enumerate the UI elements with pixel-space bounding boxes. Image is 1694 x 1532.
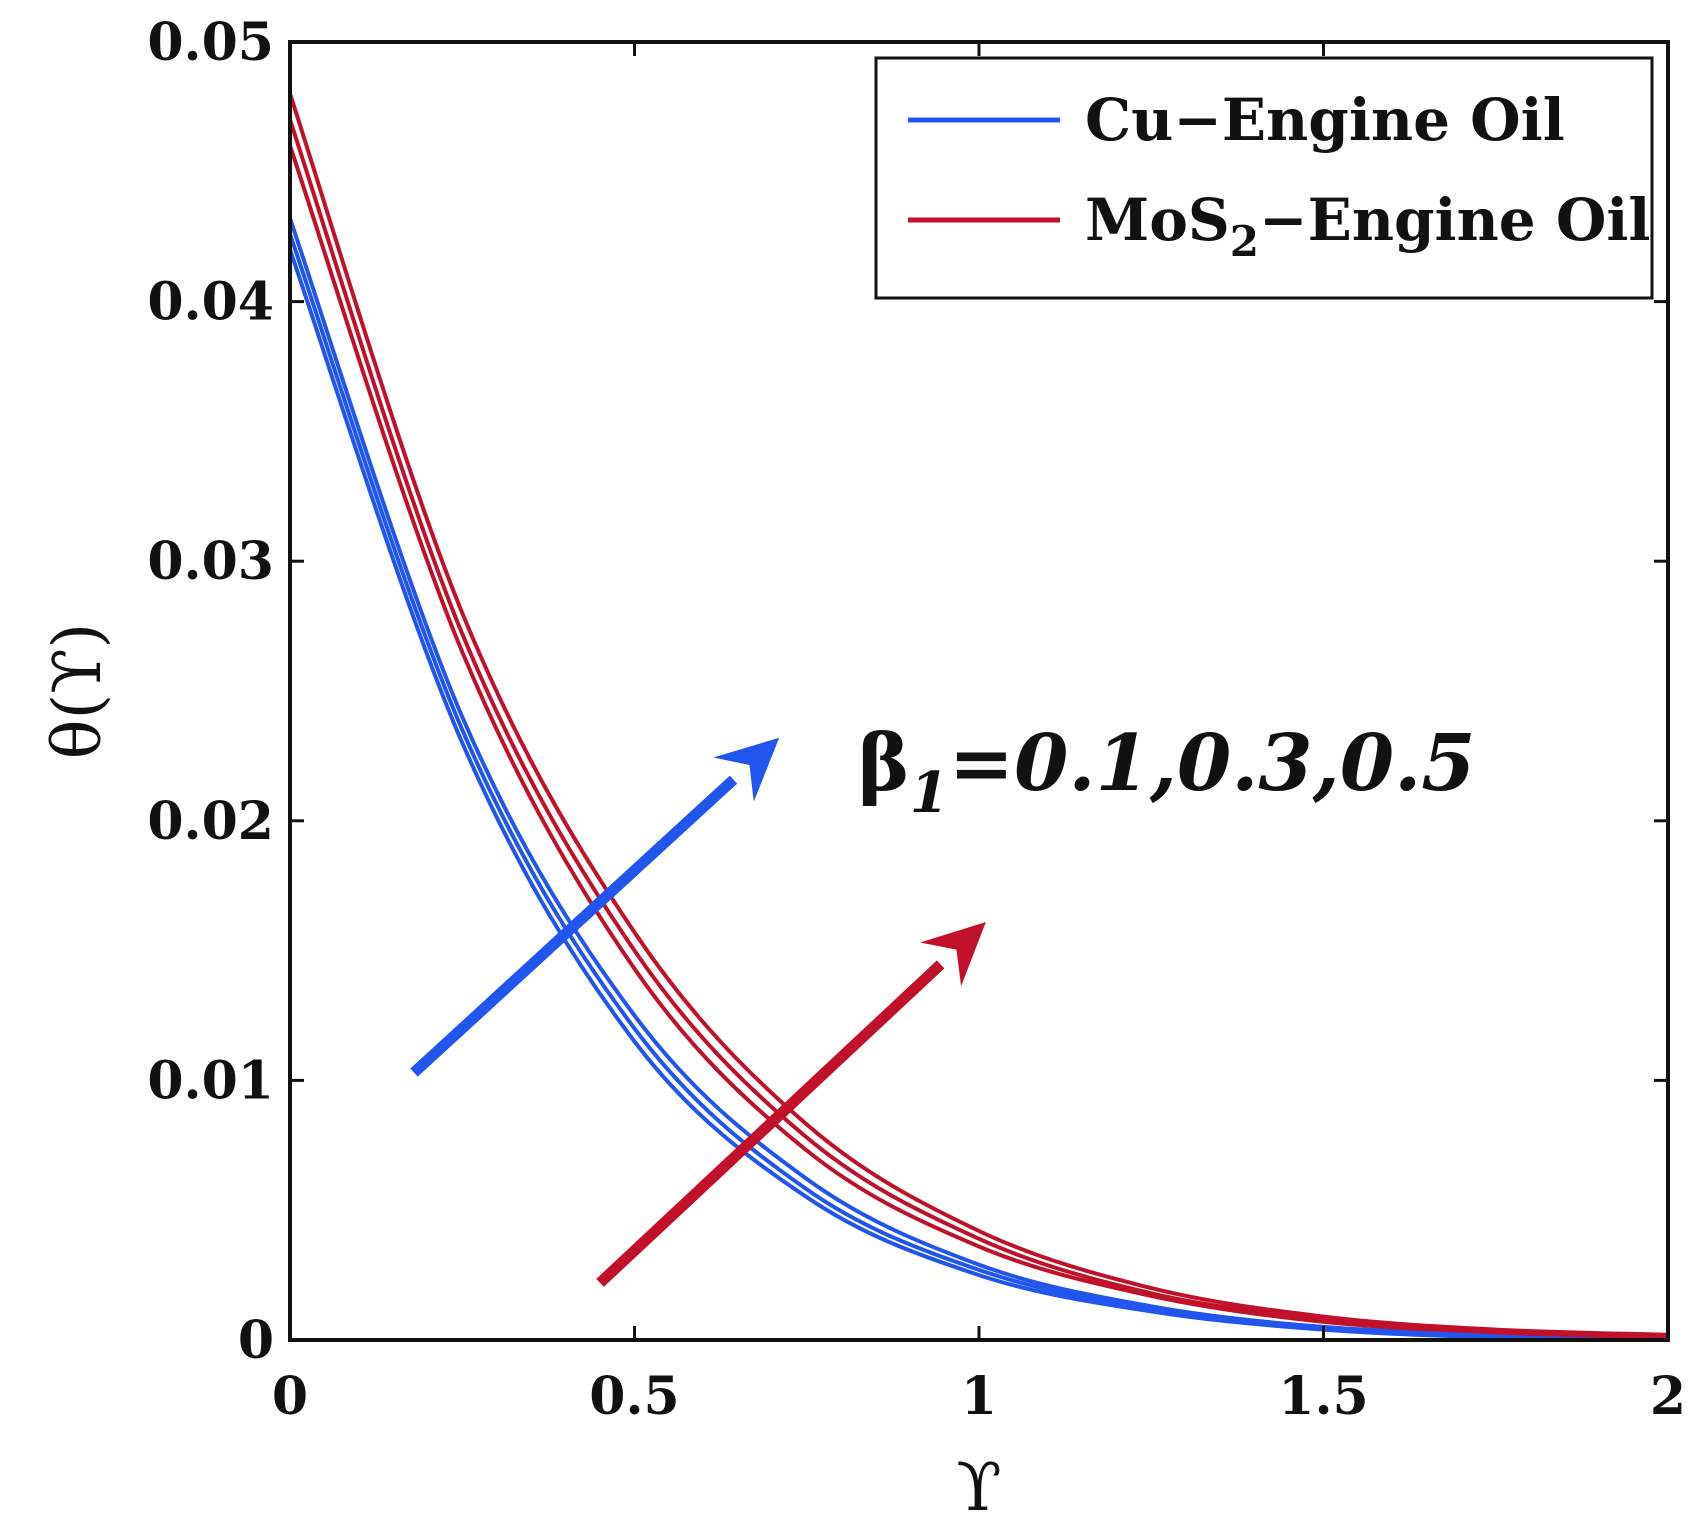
arrow-head-1 bbox=[920, 922, 986, 987]
arrow-head-0 bbox=[713, 737, 780, 802]
x-axis-title: ϒ bbox=[956, 1449, 1001, 1526]
y-tick-label: 0.02 bbox=[147, 791, 274, 852]
beta-values: =0.1,0.3,0.5 bbox=[949, 718, 1476, 809]
legend-label-mos2: MoS2−Engine Oil bbox=[1085, 186, 1650, 266]
x-tick-label: 1 bbox=[961, 1366, 997, 1427]
legend-label-mos2-main: MoS bbox=[1085, 186, 1230, 254]
beta-annotation: β1=0.1,0.3,0.5 bbox=[858, 718, 1476, 826]
curves-layer bbox=[288, 93, 1669, 1342]
legend-label-mos2-subscript: 2 bbox=[1230, 217, 1259, 266]
beta-symbol: β bbox=[858, 718, 910, 809]
y-tick-label: 0.03 bbox=[147, 531, 274, 592]
legend-label-cu: Cu−Engine Oil bbox=[1085, 86, 1565, 154]
x-tick-label: 0 bbox=[272, 1366, 308, 1427]
legend: Cu−Engine Oil MoS2−Engine Oil bbox=[874, 56, 1654, 300]
series-line-mos2-5 bbox=[288, 93, 1669, 1337]
x-tick-label: 0.5 bbox=[589, 1366, 679, 1427]
ticks-layer bbox=[288, 40, 1670, 1342]
beta-subscript: 1 bbox=[910, 760, 949, 826]
y-axis-title: θ(ϒ) bbox=[39, 623, 116, 760]
arrow-shaft-1 bbox=[596, 960, 945, 1287]
arrows-layer bbox=[410, 737, 986, 1287]
arrow-shaft-0 bbox=[410, 775, 738, 1077]
x-tick-label: 1.5 bbox=[1278, 1366, 1368, 1427]
legend-box bbox=[874, 56, 1654, 300]
series-line-cu-2 bbox=[288, 217, 1669, 1340]
tick-labels-layer: 0 0.5 1 1.5 2 0 0.01 0.02 0.03 0.04 0.05 bbox=[147, 12, 1686, 1427]
series-line-cu-0 bbox=[288, 249, 1669, 1342]
y-tick-label: 0 bbox=[238, 1310, 274, 1371]
series-line-mos2-4 bbox=[288, 119, 1669, 1340]
x-tick-label: 2 bbox=[1650, 1366, 1686, 1427]
y-tick-label: 0.04 bbox=[147, 272, 274, 333]
y-tick-label: 0.01 bbox=[147, 1050, 274, 1111]
y-tick-label: 0.05 bbox=[147, 12, 274, 73]
legend-label-mos2-tail: −Engine Oil bbox=[1259, 186, 1650, 254]
